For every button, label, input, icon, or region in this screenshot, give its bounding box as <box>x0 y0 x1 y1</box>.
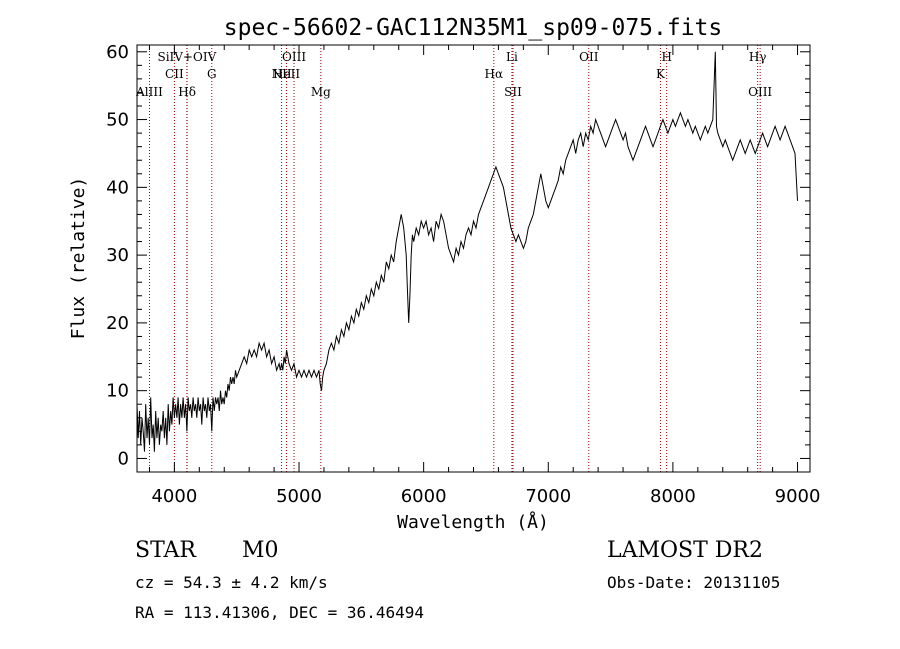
y-tick-label-4: 40 <box>106 177 129 198</box>
line-label-13: K <box>656 67 666 81</box>
spectral-line-markers <box>148 45 761 472</box>
line-label-11: SII <box>504 85 522 99</box>
y-axis-ticks: 0 10 20 30 40 50 60 <box>106 42 810 469</box>
x-axis-label: Wavelength (Å) <box>397 511 549 533</box>
line-label-9: Hα <box>485 67 504 81</box>
line-label-12: OII <box>579 50 599 64</box>
x-tick-label-5: 9000 <box>775 486 821 507</box>
line-label-8: Mg <box>311 85 331 99</box>
y-tick-label-0: 0 <box>118 448 129 469</box>
y-tick-label-3: 30 <box>106 245 129 266</box>
line-label-5: NII <box>272 67 292 81</box>
line-label-15: Hγ <box>749 50 767 64</box>
line-label-3: Hδ <box>178 85 196 99</box>
line-label-10: Li <box>506 50 518 64</box>
line-label-1: CII <box>165 67 184 81</box>
chart-title: spec-56602-GAC112N35M1_sp09-075.fits <box>224 15 723 41</box>
x-tick-label-1: 5000 <box>276 486 322 507</box>
line-label-2: SiIV+OIV <box>157 50 216 64</box>
observation-date: Obs-Date: 20131105 <box>607 573 781 592</box>
survey-name: LAMOST DR2 <box>607 538 763 563</box>
y-tick-label-2: 20 <box>106 313 129 334</box>
spectrum-line <box>136 51 798 452</box>
line-label-4: G <box>207 67 217 81</box>
x-tick-label-2: 6000 <box>401 486 447 507</box>
line-label-16: OIII <box>748 85 772 99</box>
line-label-6: HeII <box>273 67 300 81</box>
y-tick-label-1: 10 <box>106 381 129 402</box>
line-label-0: AlIII <box>135 85 163 99</box>
line-label-14: H <box>661 50 671 64</box>
coordinates: RA = 113.41306, DEC = 36.46494 <box>135 603 424 622</box>
y-tick-label-6: 60 <box>106 42 129 63</box>
x-tick-label-4: 8000 <box>650 486 696 507</box>
line-label-7: OIII <box>282 50 306 64</box>
object-class: STAR <box>135 538 196 563</box>
redshift-value: cz = 54.3 ± 4.2 km/s <box>135 573 328 592</box>
x-tick-label-0: 4000 <box>151 486 197 507</box>
y-axis-label: Flux (relative) <box>68 177 89 340</box>
y-tick-label-5: 50 <box>106 110 129 131</box>
x-tick-label-3: 7000 <box>525 486 571 507</box>
plot-frame <box>136 44 811 473</box>
x-axis-ticks: 4000 5000 6000 7000 8000 9000 <box>148 45 821 507</box>
object-subclass: M0 <box>242 538 279 563</box>
